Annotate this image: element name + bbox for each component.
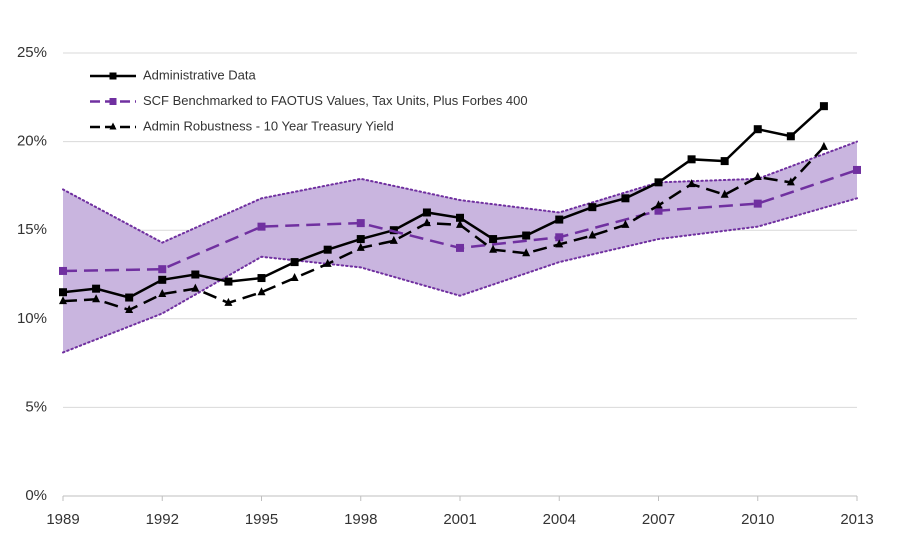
marker — [125, 304, 134, 313]
marker — [720, 157, 729, 166]
x-tick-label: 1995 — [245, 511, 278, 528]
y-tick-label: 10% — [17, 310, 47, 327]
marker — [654, 178, 663, 187]
marker — [257, 287, 266, 296]
marker — [109, 72, 117, 80]
band-edge — [62, 197, 858, 354]
legend-label: Admin Robustness - 10 Year Treasury Yiel… — [143, 118, 394, 133]
marker — [489, 235, 498, 244]
marker — [456, 219, 464, 228]
series-line — [62, 105, 825, 299]
marker — [687, 155, 696, 164]
x-tick-label: 2001 — [443, 511, 476, 528]
marker — [158, 265, 167, 274]
marker — [257, 222, 266, 231]
marker — [621, 194, 630, 203]
marker — [290, 273, 299, 282]
x-tick-label: 2013 — [840, 511, 873, 528]
marker — [109, 98, 117, 105]
marker — [654, 200, 663, 209]
marker — [257, 274, 266, 283]
legend: Administrative Data SCF Benchmarked to FA… — [90, 67, 528, 133]
y-tick-label: 20% — [17, 133, 47, 150]
marker — [555, 233, 564, 242]
marker — [555, 239, 564, 248]
marker — [92, 294, 101, 303]
marker — [323, 258, 332, 267]
marker — [588, 203, 597, 212]
marker — [109, 122, 117, 130]
marker — [786, 132, 795, 141]
marker — [191, 270, 200, 279]
marker — [191, 283, 200, 292]
x-tick-label: 1992 — [146, 511, 179, 528]
marker — [356, 242, 365, 251]
marker — [356, 219, 365, 228]
marker — [819, 102, 828, 111]
marker — [753, 172, 762, 181]
y-tick-label: 0% — [25, 487, 47, 504]
marker — [158, 275, 167, 284]
marker — [786, 177, 795, 186]
x-tick-label: 2010 — [741, 511, 774, 528]
marker — [456, 243, 464, 252]
marker — [555, 215, 564, 224]
x-tick-label: 1998 — [344, 511, 377, 528]
marker — [753, 125, 762, 134]
x-tick-label: 2004 — [543, 511, 576, 528]
marker — [125, 293, 134, 302]
marker — [422, 208, 431, 217]
marker — [588, 230, 597, 239]
marker — [290, 258, 299, 267]
marker — [59, 266, 67, 275]
marker — [224, 297, 233, 306]
marker — [323, 245, 332, 254]
marker — [59, 296, 67, 305]
marker — [224, 277, 233, 286]
marker — [389, 235, 398, 244]
marker — [819, 141, 828, 150]
band-edge — [62, 140, 858, 244]
series-line — [62, 146, 825, 312]
marker — [522, 248, 531, 257]
marker — [654, 206, 663, 215]
marker — [92, 284, 101, 293]
y-tick-label: 5% — [25, 398, 47, 415]
marker — [522, 231, 531, 240]
y-tick-label: 25% — [17, 44, 47, 61]
marker — [356, 235, 365, 244]
marker — [621, 219, 630, 228]
x-tick-label: 2007 — [642, 511, 675, 528]
marker — [422, 218, 431, 227]
marker — [720, 189, 729, 198]
marker — [853, 165, 861, 174]
legend-label: Administrative Data — [143, 67, 256, 82]
marker — [753, 199, 762, 208]
marker — [59, 288, 67, 297]
legend-label: SCF Benchmarked to FAOTUS Values, Tax Un… — [143, 93, 528, 108]
marker — [687, 179, 696, 188]
y-tick-label: 15% — [17, 221, 47, 238]
marker — [158, 288, 167, 297]
marker — [489, 244, 498, 253]
x-tick-label: 1989 — [46, 511, 79, 528]
marker — [456, 213, 464, 222]
